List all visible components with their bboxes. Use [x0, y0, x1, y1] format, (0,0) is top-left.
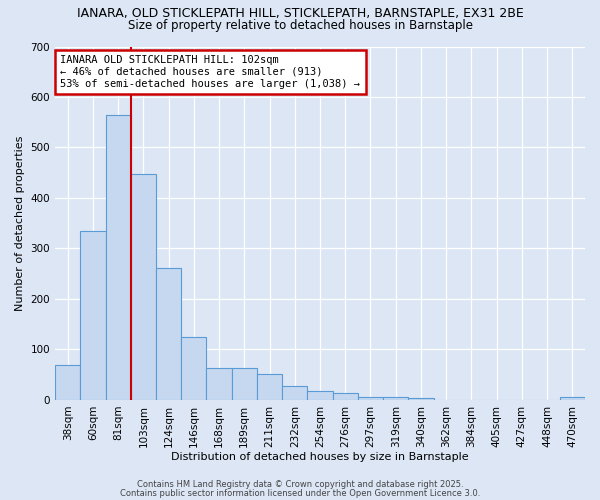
Bar: [131, 174, 156, 400]
Bar: [383, 398, 409, 400]
Bar: [106, 114, 131, 400]
Bar: [55, 364, 80, 400]
Bar: [560, 398, 585, 400]
Bar: [156, 268, 181, 400]
Text: Contains HM Land Registry data © Crown copyright and database right 2025.: Contains HM Land Registry data © Crown c…: [137, 480, 463, 489]
Bar: [409, 398, 434, 400]
X-axis label: Distribution of detached houses by size in Barnstaple: Distribution of detached houses by size …: [171, 452, 469, 462]
Bar: [80, 231, 106, 400]
Text: IANARA OLD STICKLEPATH HILL: 102sqm
← 46% of detached houses are smaller (913)
5: IANARA OLD STICKLEPATH HILL: 102sqm ← 46…: [61, 56, 361, 88]
Text: Size of property relative to detached houses in Barnstaple: Size of property relative to detached ho…: [128, 18, 473, 32]
Bar: [358, 398, 383, 400]
Bar: [282, 386, 307, 400]
Y-axis label: Number of detached properties: Number of detached properties: [15, 136, 25, 311]
Bar: [307, 391, 332, 400]
Bar: [181, 337, 206, 400]
Bar: [232, 368, 257, 400]
Bar: [257, 374, 282, 400]
Text: Contains public sector information licensed under the Open Government Licence 3.: Contains public sector information licen…: [120, 488, 480, 498]
Text: IANARA, OLD STICKLEPATH HILL, STICKLEPATH, BARNSTAPLE, EX31 2BE: IANARA, OLD STICKLEPATH HILL, STICKLEPAT…: [77, 8, 523, 20]
Bar: [332, 393, 358, 400]
Bar: [206, 368, 232, 400]
